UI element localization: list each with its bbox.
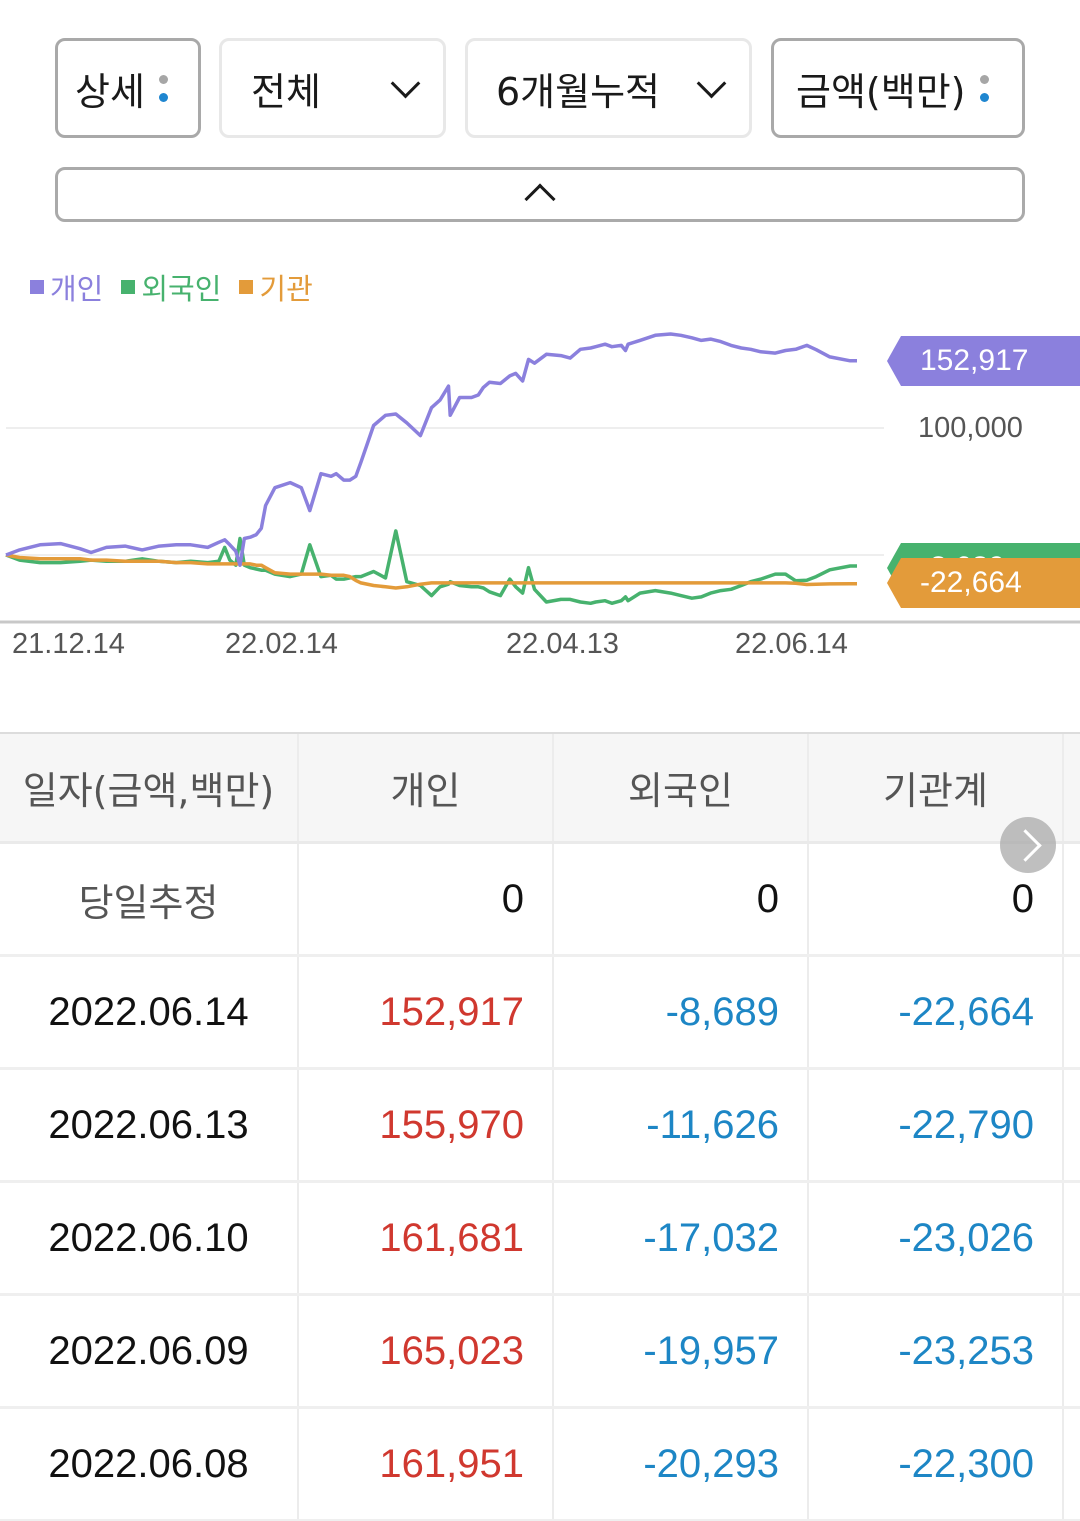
chevron-up-icon	[524, 183, 556, 215]
table-row: 2022.06.08 161,951 -20,293 -22,300	[0, 1409, 1080, 1521]
investor-trading-table: 일자(금액,백만) 개인 외국인 기관계 당일추정 0 0 0 2022.06.…	[0, 732, 1080, 1521]
header-foreign[interactable]: 외국인	[554, 734, 809, 841]
row-individual: 165,023	[299, 1296, 554, 1406]
legend-item-institution[interactable]: 기관	[239, 266, 313, 308]
legend-swatch-individual	[30, 280, 44, 294]
detail-menu-button[interactable]: 상세	[55, 38, 201, 138]
header-institution[interactable]: 기관계	[809, 734, 1064, 841]
table-row: 2022.06.09 165,023 -19,957 -23,253	[0, 1296, 1080, 1409]
row-overflow	[1064, 1070, 1080, 1180]
row-institution: -22,790	[809, 1070, 1064, 1180]
row-institution: -22,300	[809, 1409, 1064, 1519]
row-foreign: -11,626	[554, 1070, 809, 1180]
scope-dropdown[interactable]: 전체	[219, 38, 446, 138]
y-tick-100000: 100,000	[918, 412, 1023, 444]
row-overflow	[1064, 1183, 1080, 1293]
row-overflow	[1064, 957, 1080, 1067]
header-overflow	[1064, 734, 1080, 841]
last-value-tag-individual: 152,917	[887, 336, 1080, 386]
row-foreign: -19,957	[554, 1296, 809, 1406]
line-chart-plot	[0, 332, 1080, 624]
x-tick-label: 21.12.14	[12, 628, 125, 660]
row-individual: 152,917	[299, 957, 554, 1067]
table-header-row: 일자(금액,백만) 개인 외국인 기관계	[0, 732, 1080, 844]
header-date[interactable]: 일자(금액,백만)	[0, 734, 299, 841]
period-dropdown[interactable]: 6개월누적	[465, 38, 752, 138]
scope-label: 전체	[251, 69, 321, 114]
legend-item-foreign[interactable]: 외국인	[121, 266, 221, 308]
row-date: 2022.06.08	[0, 1409, 299, 1519]
row-date: 2022.06.10	[0, 1183, 299, 1293]
row-date: 2022.06.14	[0, 957, 299, 1067]
filter-bar: 상세 전체 6개월누적 금액(백만)	[55, 38, 1025, 138]
legend-item-individual[interactable]: 개인	[30, 266, 103, 308]
row-foreign: -8,689	[554, 957, 809, 1067]
period-label: 6개월누적	[496, 69, 661, 114]
more-vertical-dots-icon	[979, 74, 989, 102]
collapse-filters-button[interactable]	[55, 167, 1025, 222]
table-row: 2022.06.13 155,970 -11,626 -22,790	[0, 1070, 1080, 1183]
row-institution: -23,026	[809, 1183, 1064, 1293]
series-line-2	[5, 553, 857, 590]
series-line-1	[5, 529, 857, 606]
x-tick-label: 22.06.14	[735, 628, 848, 660]
row-overflow	[1064, 1296, 1080, 1406]
row-institution: -23,253	[809, 1296, 1064, 1406]
legend-label-foreign: 외국인	[141, 272, 222, 306]
estimate-individual: 0	[299, 844, 554, 954]
chevron-down-icon	[697, 75, 723, 101]
legend-swatch-foreign	[121, 280, 136, 294]
estimate-foreign: 0	[554, 844, 809, 954]
legend-label-institution: 기관	[259, 272, 313, 306]
row-institution: -22,664	[809, 957, 1064, 1067]
detail-label: 상세	[75, 69, 145, 114]
unit-menu-button[interactable]: 금액(백만)	[771, 38, 1025, 138]
last-value-tag-institution: -22,664	[887, 558, 1080, 608]
header-individual[interactable]: 개인	[299, 734, 554, 841]
row-individual: 161,681	[299, 1183, 554, 1293]
row-overflow	[1064, 1409, 1080, 1519]
x-tick-label: 22.04.13	[506, 628, 619, 660]
legend-label-individual: 개인	[50, 272, 104, 306]
last-value-individual: 152,917	[920, 344, 1029, 377]
row-individual: 155,970	[299, 1070, 554, 1180]
cumulative-net-buy-chart[interactable]: 100,000 152,917 -8,689 -22,664 21.12.14 …	[0, 320, 1080, 660]
estimate-institution: 0	[809, 844, 1064, 954]
unit-label: 금액(백만)	[796, 69, 966, 114]
table-row: 2022.06.14 152,917 -8,689 -22,664	[0, 957, 1080, 1070]
row-date: 2022.06.13	[0, 1070, 299, 1180]
row-foreign: -20,293	[554, 1409, 809, 1519]
series-line-0	[5, 332, 857, 567]
estimate-label: 당일추정	[0, 844, 299, 954]
scroll-right-button[interactable]	[1000, 817, 1056, 873]
last-value-institution: -22,664	[920, 566, 1022, 599]
row-individual: 161,951	[299, 1409, 554, 1519]
chevron-down-icon	[391, 75, 417, 101]
legend-swatch-institution	[239, 280, 254, 294]
row-overflow	[1064, 844, 1080, 954]
row-date: 2022.06.09	[0, 1296, 299, 1406]
chart-legend: 개인 외국인 기관	[30, 266, 313, 308]
table-row: 2022.06.10 161,681 -17,032 -23,026	[0, 1183, 1080, 1296]
table-row-estimate: 당일추정 0 0 0	[0, 844, 1080, 957]
row-foreign: -17,032	[554, 1183, 809, 1293]
more-vertical-dots-icon	[158, 74, 168, 102]
x-tick-label: 22.02.14	[225, 628, 338, 660]
